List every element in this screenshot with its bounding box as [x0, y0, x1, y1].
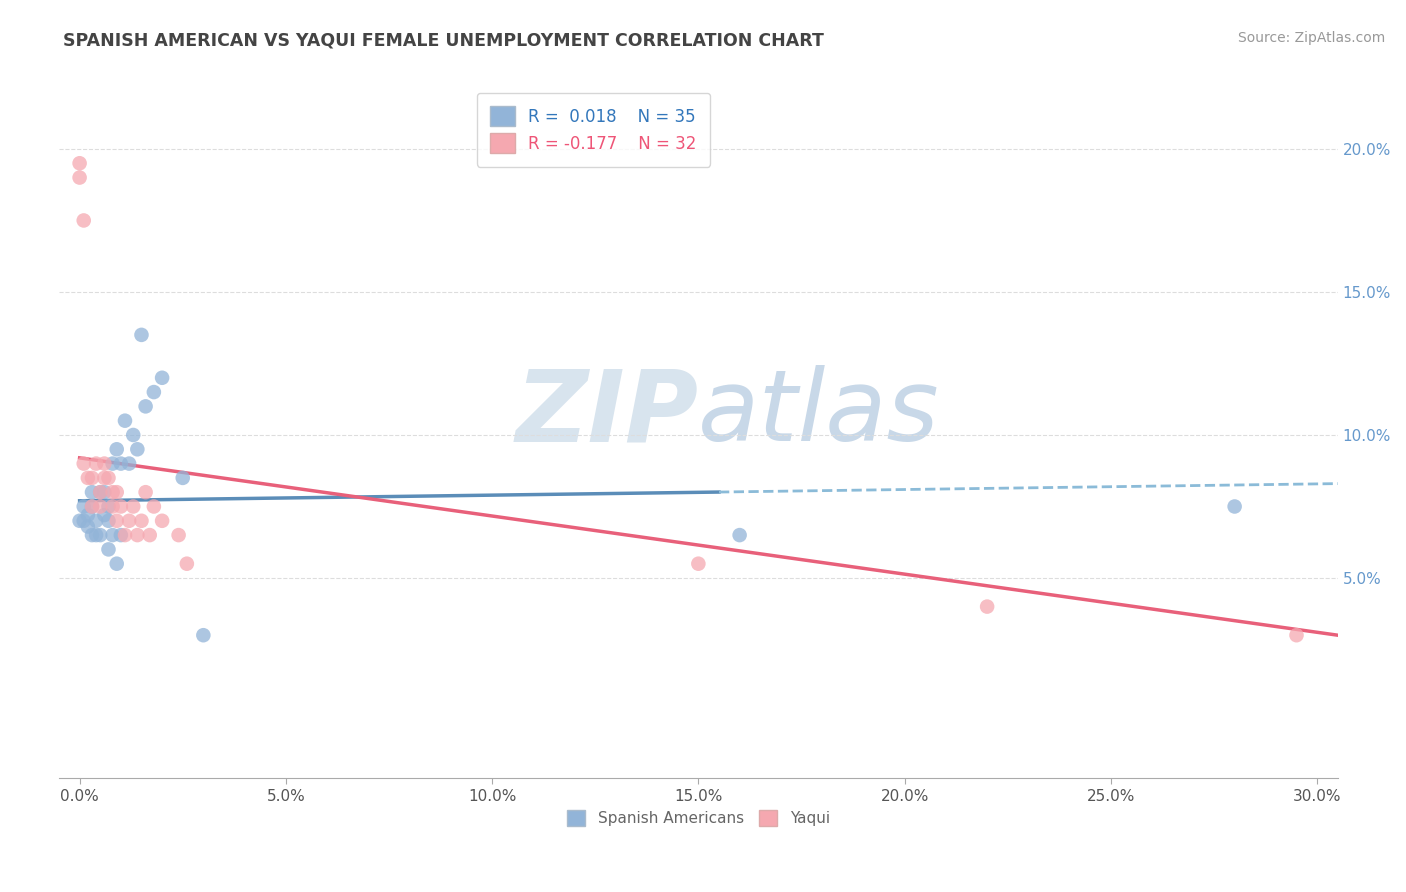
Point [142, 500, 165, 514]
Point [93, 457, 115, 471]
Point [118, 457, 141, 471]
Point [76, 519, 98, 533]
Point [138, 528, 160, 542]
Legend: Spanish Americans, Yaqui: Spanish Americans, Yaqui [560, 803, 838, 834]
Point [89, 485, 111, 500]
Point [105, 557, 128, 571]
Point [150, 514, 173, 528]
Point [93, 485, 115, 500]
Point [193, 628, 215, 642]
Point [89, 500, 111, 514]
Text: Source: ZipAtlas.com: Source: ZipAtlas.com [1237, 31, 1385, 45]
Point [110, 528, 132, 542]
Point [150, 371, 173, 385]
Point [118, 514, 141, 528]
Point [97, 471, 120, 485]
Text: atlas: atlas [699, 366, 941, 462]
Point [69, 156, 91, 170]
Point [97, 500, 120, 514]
Point [80, 500, 103, 514]
Point [69, 514, 91, 528]
Point [69, 170, 91, 185]
Point [131, 514, 153, 528]
Point [176, 557, 198, 571]
Text: ZIP: ZIP [516, 366, 699, 462]
Point [93, 508, 115, 522]
Point [114, 528, 136, 542]
Point [131, 327, 153, 342]
Point [97, 514, 120, 528]
Point [105, 485, 128, 500]
Point [101, 485, 124, 500]
Point [84, 514, 107, 528]
Point [105, 442, 128, 457]
Point [93, 471, 115, 485]
Point [80, 500, 103, 514]
Point [101, 528, 124, 542]
Point [76, 508, 98, 522]
Point [127, 528, 149, 542]
Point [84, 457, 107, 471]
Point [110, 457, 132, 471]
Point [73, 457, 96, 471]
Point [167, 528, 190, 542]
Point [135, 400, 157, 414]
Point [105, 514, 128, 528]
Point [142, 385, 165, 400]
Point [76, 471, 98, 485]
Point [73, 213, 96, 227]
Point [127, 442, 149, 457]
Point [89, 485, 111, 500]
Point [1223, 500, 1246, 514]
Point [73, 514, 96, 528]
Point [976, 599, 998, 614]
Point [110, 500, 132, 514]
Point [101, 457, 124, 471]
Point [101, 500, 124, 514]
Text: SPANISH AMERICAN VS YAQUI FEMALE UNEMPLOYMENT CORRELATION CHART: SPANISH AMERICAN VS YAQUI FEMALE UNEMPLO… [63, 31, 824, 49]
Point [114, 414, 136, 428]
Point [1285, 628, 1308, 642]
Point [73, 500, 96, 514]
Point [80, 528, 103, 542]
Point [80, 485, 103, 500]
Point [172, 471, 194, 485]
Point [84, 528, 107, 542]
Point [89, 528, 111, 542]
Point [122, 428, 145, 442]
Point [728, 528, 751, 542]
Point [135, 485, 157, 500]
Point [97, 542, 120, 557]
Point [122, 500, 145, 514]
Point [80, 471, 103, 485]
Point [688, 557, 710, 571]
